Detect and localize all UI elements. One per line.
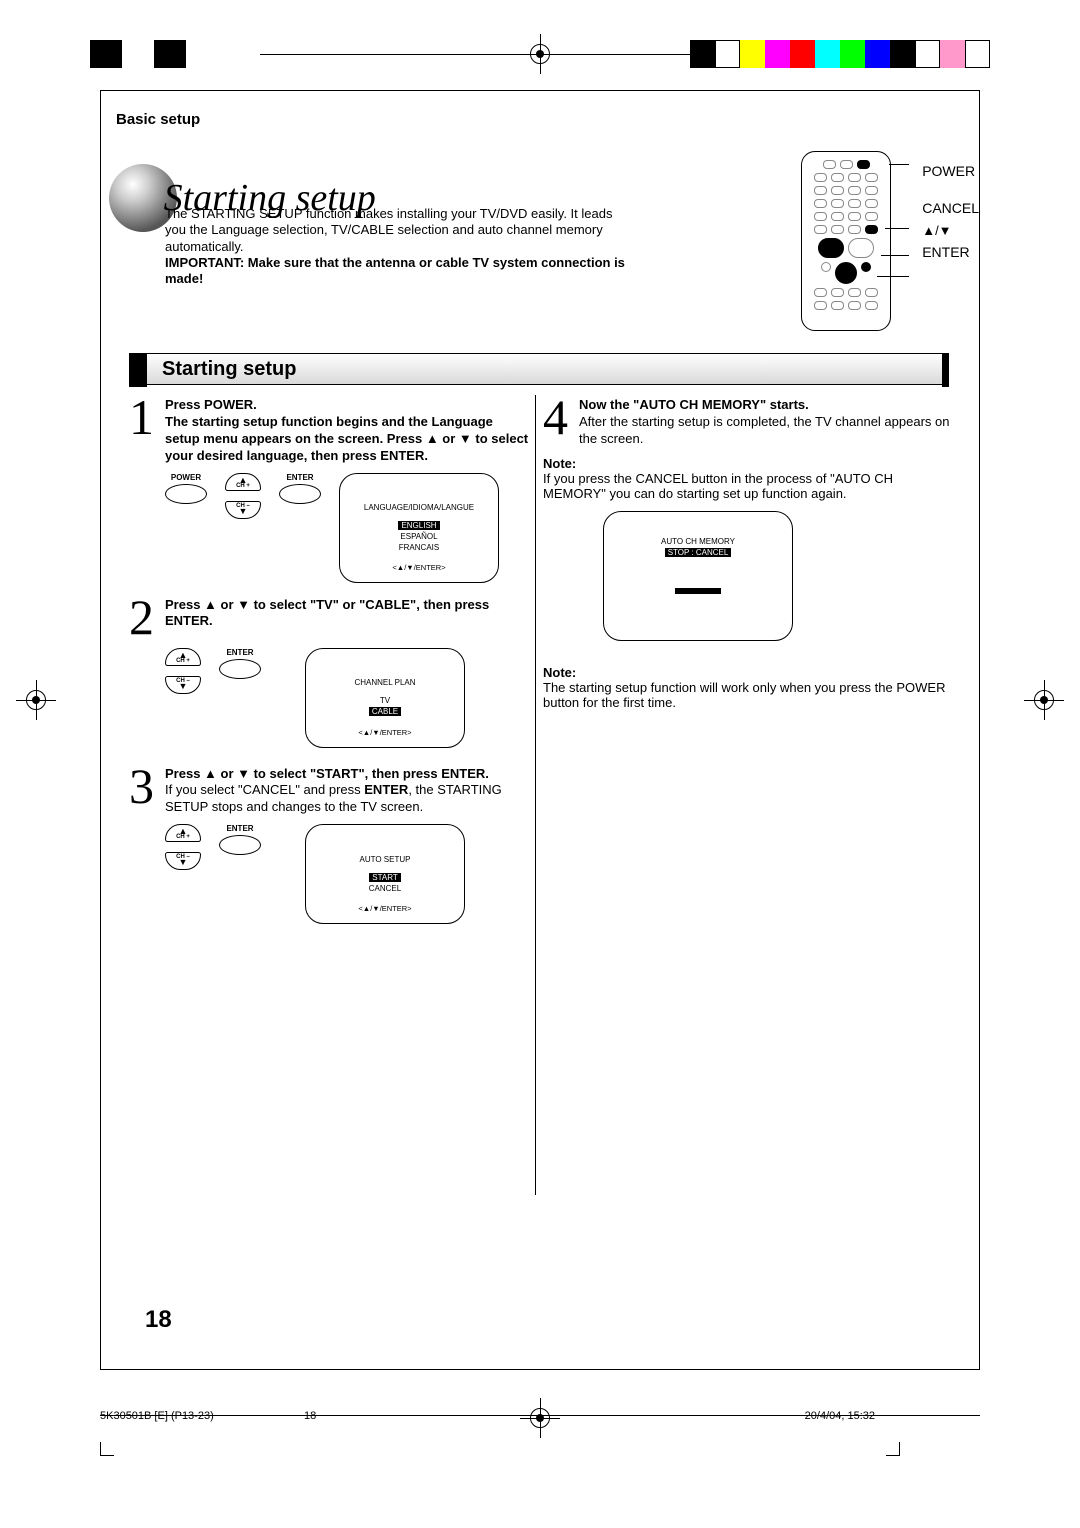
step-3: 3 Press ▲ or ▼ to select "START", then p… — [129, 764, 529, 817]
opt-tv: TV — [377, 696, 393, 705]
power-button-icon — [165, 484, 207, 504]
remote-labels: POWER CANCEL ▲/▼ ENTER — [922, 163, 979, 281]
step3-tv-screen: AUTO SETUP START CANCEL <▲/▼/ENTER> — [305, 824, 465, 924]
enter-button-icon — [219, 659, 261, 679]
column-divider — [535, 395, 536, 1195]
step2-buttons: ▲CH + CH –▼ ENTER CHANNEL PLAN TV CABLE … — [165, 648, 529, 748]
leader-line — [877, 276, 909, 277]
note2-text: The starting setup function will work on… — [543, 680, 945, 710]
corner-mark — [886, 1442, 900, 1456]
mem-title: AUTO CH MEMORY — [658, 537, 738, 546]
opt-start: START — [369, 873, 400, 882]
color-swatches — [690, 40, 990, 68]
enter-label: ENTER — [219, 824, 261, 833]
right-column: 4 Now the "AUTO CH MEMORY" starts. After… — [543, 395, 953, 710]
step-2: 2 Press ▲ or ▼ to select "TV" or "CABLE"… — [129, 595, 529, 640]
left-column: 1 Press POWER. The starting setup functi… — [129, 395, 529, 932]
crosshair-bottom — [520, 1398, 560, 1438]
label-cancel: CANCEL — [922, 200, 979, 217]
section-title: Starting setup — [162, 358, 296, 381]
section-bar: Starting setup — [129, 353, 949, 385]
leader-line — [885, 228, 909, 229]
screen-footer: <▲/▼/ENTER> — [358, 904, 411, 913]
enter-label: ENTER — [219, 648, 261, 657]
step-number: 1 — [129, 395, 165, 465]
step4-bold: Now the "AUTO CH MEMORY" starts. — [579, 397, 809, 412]
opt-cable: CABLE — [369, 707, 401, 716]
footer-doc: 5K30501B [E] (P13-23) — [100, 1410, 214, 1422]
opt-english: ENGLISH — [398, 521, 439, 530]
memory-tv-screen: AUTO CH MEMORY STOP : CANCEL — [603, 511, 793, 641]
step3-body-b: ENTER — [364, 782, 408, 797]
reg-line-top — [260, 54, 710, 55]
intro-important: IMPORTANT: Make sure that the antenna or… — [165, 255, 625, 286]
step4-body: After the starting setup is completed, t… — [579, 414, 949, 446]
footer-date: 20/4/04, 15:32 — [805, 1410, 875, 1422]
label-updown: ▲/▼ — [922, 223, 979, 239]
breadcrumb: Basic setup — [116, 111, 200, 128]
footer-page: 18 — [304, 1410, 316, 1422]
step3-bold: Press ▲ or ▼ to select "START", then pre… — [165, 766, 489, 781]
step-1: 1 Press POWER. The starting setup functi… — [129, 395, 529, 465]
page-frame: Basic setup Starting setup The STARTING … — [100, 90, 980, 1370]
leader-line — [889, 164, 909, 165]
step1-buttons: POWER ▲CH + CH –▼ ENTER LANGUAGE/IDIOMA/… — [165, 473, 529, 583]
ch-up-icon: ▲CH + — [225, 473, 261, 491]
step1-tv-screen: LANGUAGE/IDIOMA/LANGUE ENGLISH ESPAÑOL F… — [339, 473, 499, 583]
label-power: POWER — [922, 163, 979, 180]
enter-button-icon — [279, 484, 321, 504]
note-label: Note: — [543, 456, 576, 471]
crosshair-top — [520, 34, 560, 74]
step-number: 4 — [543, 395, 579, 448]
ch-up-icon: ▲CH + — [165, 824, 201, 842]
power-label: POWER — [165, 473, 207, 482]
step3-body-a: If you select "CANCEL" and press — [165, 782, 364, 797]
crosshair-right — [1024, 680, 1064, 720]
ch-down-icon: CH –▼ — [225, 501, 261, 519]
note2-label: Note: — [543, 665, 576, 680]
label-enter: ENTER — [922, 244, 979, 261]
step-4: 4 Now the "AUTO CH MEMORY" starts. After… — [543, 395, 953, 448]
screen-footer: <▲/▼/ENTER> — [392, 563, 445, 572]
step1-bold-b: The starting setup function begins and t… — [165, 414, 528, 463]
page-number: 18 — [145, 1306, 172, 1334]
step-number: 2 — [129, 595, 165, 640]
screen-title: AUTO SETUP — [360, 855, 411, 864]
ch-down-icon: CH –▼ — [165, 852, 201, 870]
header-title: Starting setup — [164, 176, 376, 220]
screen-title: CHANNEL PLAN — [354, 678, 415, 687]
reg-blocks — [90, 40, 186, 68]
step-number: 3 — [129, 764, 165, 817]
crosshair-left — [16, 680, 56, 720]
step1-bold-a: Press POWER. — [165, 397, 257, 412]
enter-button-icon — [219, 835, 261, 855]
opt-cancel: CANCEL — [366, 884, 404, 893]
step3-buttons: ▲CH + CH –▼ ENTER AUTO SETUP START CANCE… — [165, 824, 529, 924]
corner-mark — [100, 1442, 114, 1456]
opt-espanol: ESPAÑOL — [397, 532, 440, 541]
step2-bold: Press ▲ or ▼ to select "TV" or "CABLE", … — [165, 597, 489, 629]
mem-sub: STOP : CANCEL — [665, 548, 732, 557]
enter-label: ENTER — [279, 473, 321, 482]
screen-footer: <▲/▼/ENTER> — [358, 728, 411, 737]
progress-bar — [675, 588, 721, 594]
leader-line — [881, 255, 909, 256]
screen-title: LANGUAGE/IDIOMA/LANGUE — [364, 503, 474, 512]
note-text: If you press the CANCEL button in the pr… — [543, 471, 893, 501]
ch-up-icon: ▲CH + — [165, 648, 201, 666]
opt-francais: FRANCAIS — [396, 543, 442, 552]
step2-tv-screen: CHANNEL PLAN TV CABLE <▲/▼/ENTER> — [305, 648, 465, 748]
remote-diagram — [801, 151, 891, 331]
ch-down-icon: CH –▼ — [165, 676, 201, 694]
